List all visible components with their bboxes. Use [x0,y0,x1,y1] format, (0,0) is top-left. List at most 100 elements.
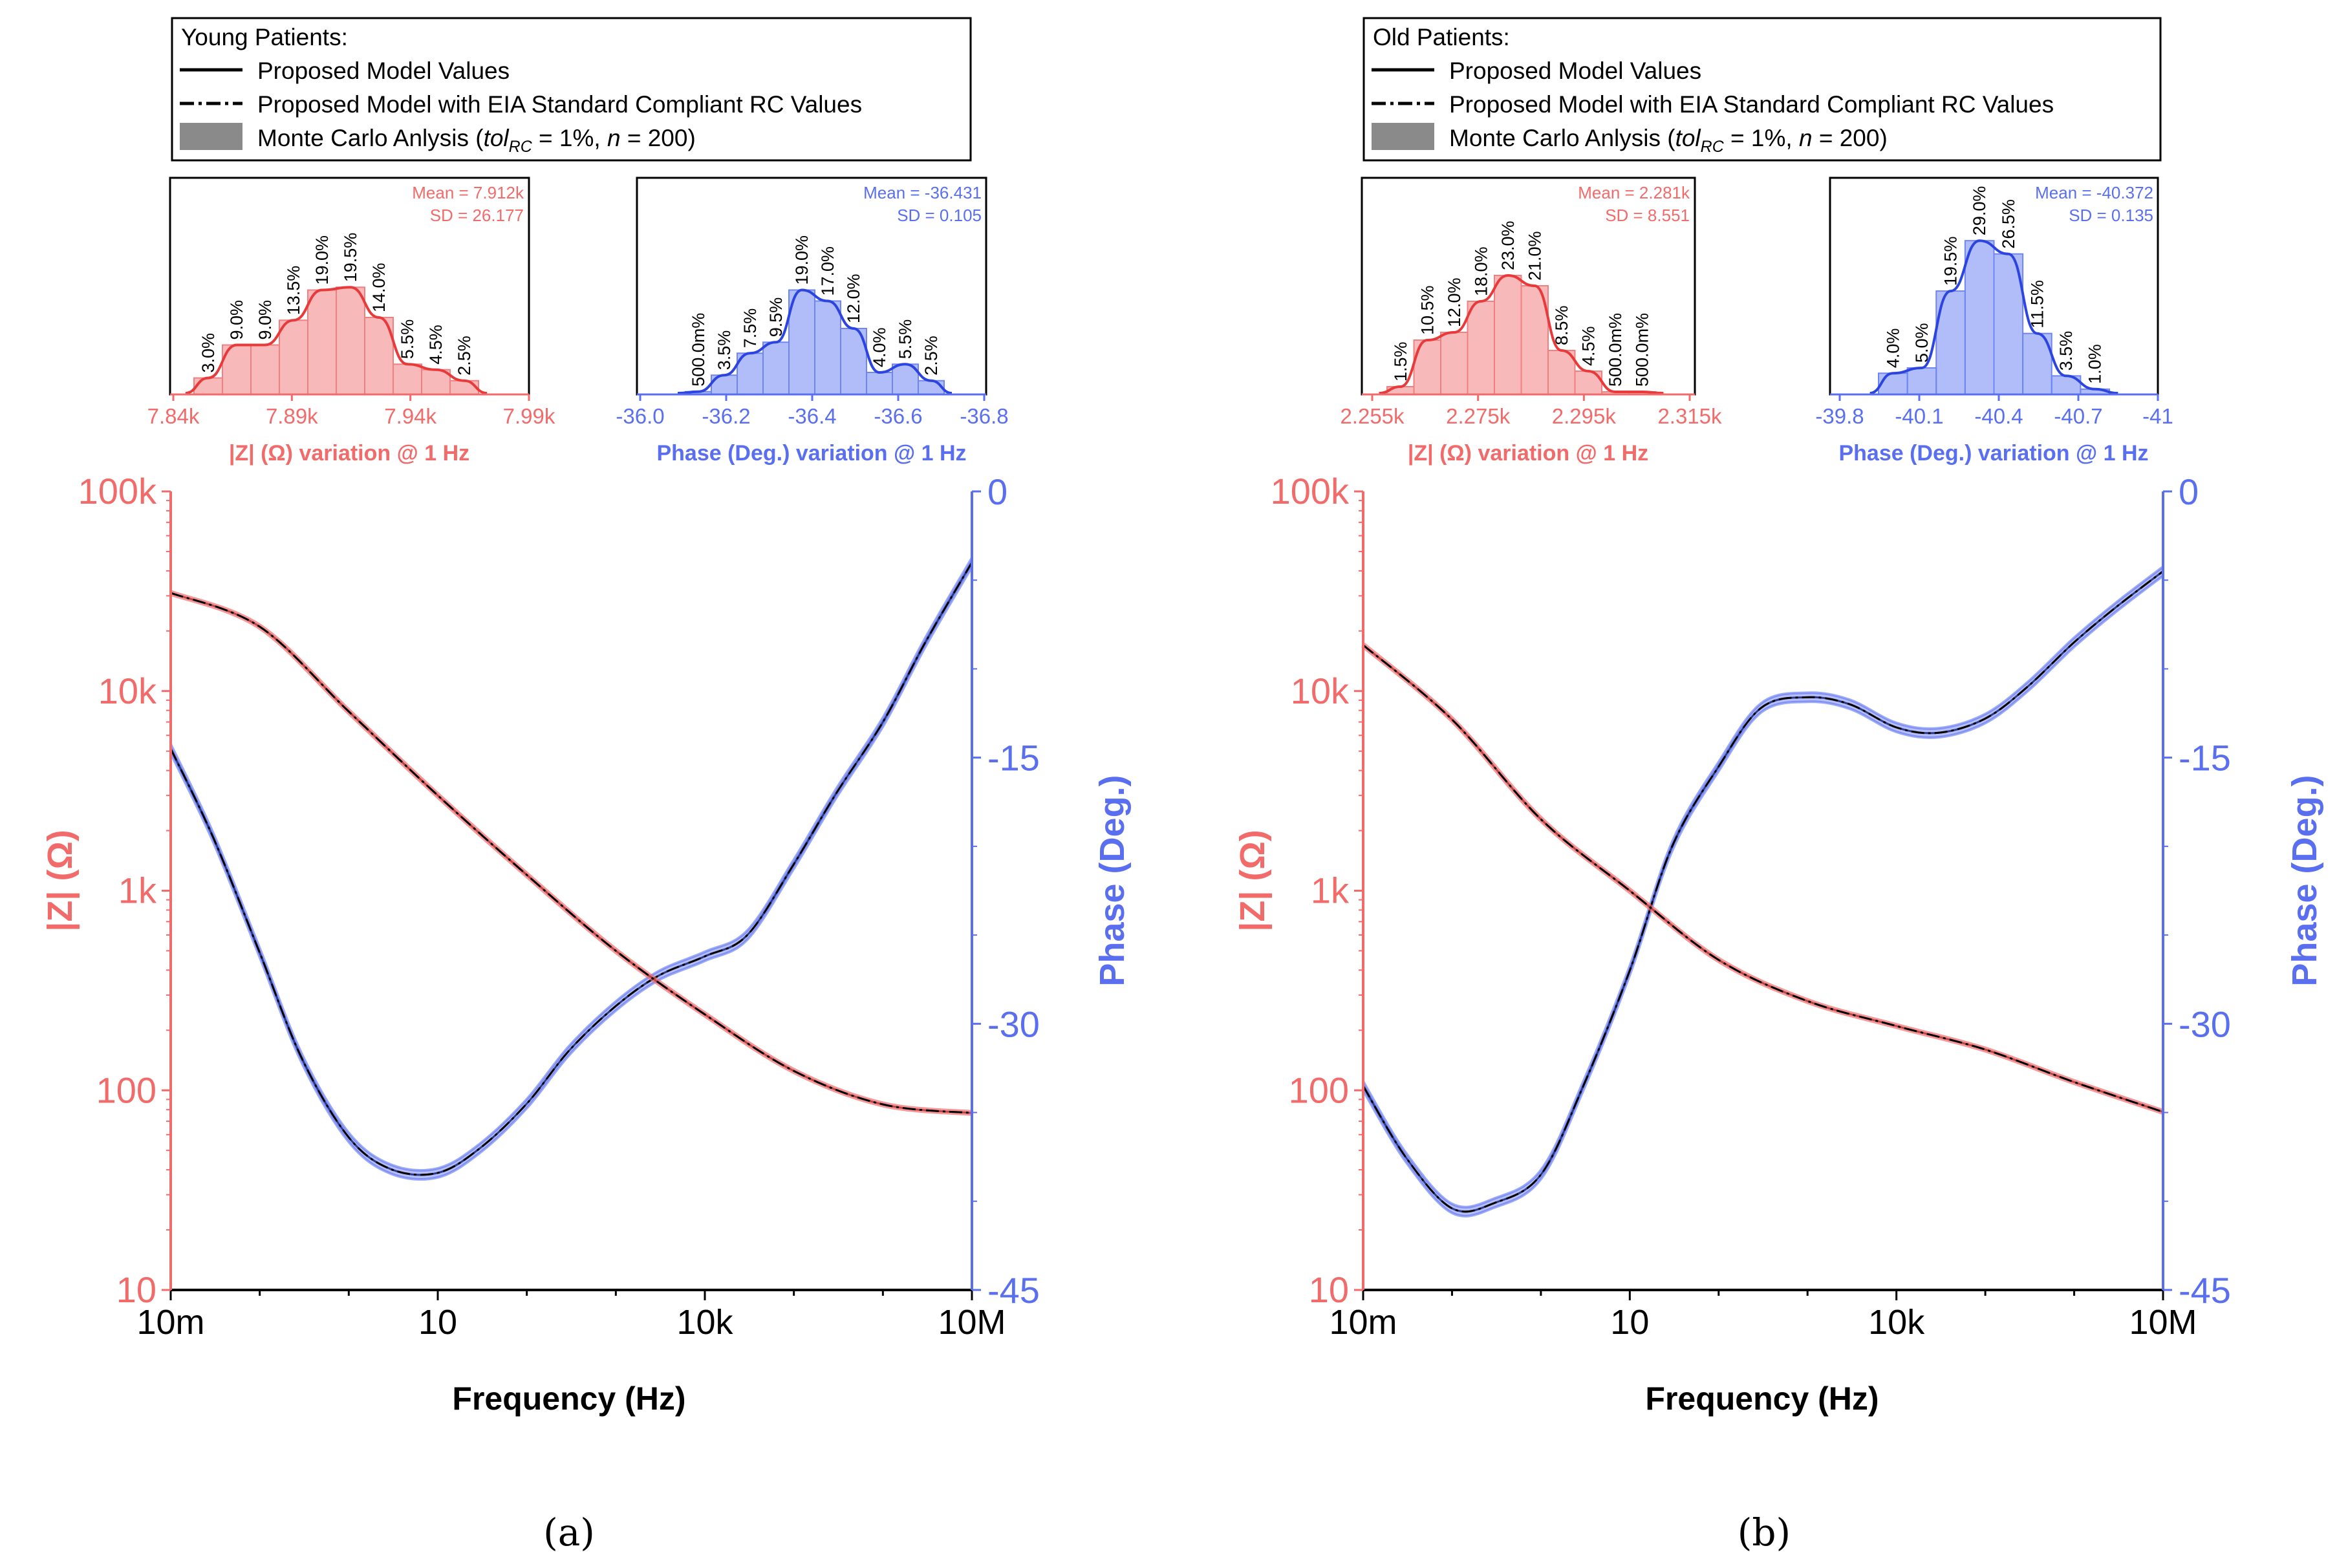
bar-label: 19.5% [1941,237,1961,286]
panel-b: Old Patients: Proposed Model Values Prop… [1233,17,2324,1554]
y-axis-label-left: |Z| (Ω) [1233,830,1273,931]
y-right-tick-label: -45 [987,1270,1040,1311]
bar-label: 2.5% [921,336,941,376]
hist-mean: Mean = 7.912k [412,183,524,202]
histogram-bar [307,289,337,395]
y-left-tick-label: 1k [118,870,157,911]
legend-mc-swatch [180,123,242,150]
y-right-tick-label: -45 [2179,1270,2231,1311]
histogram-bar [393,363,422,395]
bar-label: 29.0% [1970,186,1989,236]
histogram-bar [1878,372,1908,396]
panel-a: Young Patients: Proposed Model Values Pr… [41,17,1132,1554]
y-left-tick-label: 10k [1291,671,1350,711]
tick-label: -36.4 [788,404,836,428]
tick-label: 7.99k [503,404,555,428]
histogram-bar [1467,301,1495,395]
tick-label: -40.4 [1974,404,2023,428]
y-right-tick-label: -15 [987,738,1040,779]
bar-label: 2.5% [455,336,474,376]
y-left-tick-label: 10 [116,1269,156,1310]
kde-curve [185,286,488,394]
bar-label: 17.0% [818,246,837,296]
bar-label: 12.0% [1445,277,1464,327]
x-tick-label: 10m [1329,1303,1397,1342]
hist-xlabel: |Z| (Ω) variation @ 1 Hz [229,441,469,466]
y-right-tick-label: -30 [2179,1004,2231,1044]
tick-label: -36.6 [874,404,922,428]
bar-label: 1.5% [1391,341,1410,381]
bar-label: 500.0m% [689,313,708,387]
histogram-phase-old: Mean = -40.372 SD = 0.135 4.0% 5.0% 19.5% 2… [1815,177,2173,466]
bar-label: 19.0% [792,235,812,285]
hist-sd: SD = 26.177 [430,206,524,225]
histogram-bar [193,377,223,395]
legend-item-eia: Proposed Model with EIA Standard Complia… [1449,91,2054,118]
y-axis-label-right: Phase (Deg.) [1093,775,1132,986]
y-axis-label-left: |Z| (Ω) [41,830,80,931]
legend-title: Old Patients: [1373,24,1510,50]
histogram-bar [1964,240,1995,396]
kde-curve [1379,274,1664,394]
histogram-bar [814,300,841,395]
bar-label: 13.5% [284,266,303,316]
magnitude-eia-line [170,592,973,1114]
bar-label: 21.0% [1525,231,1544,281]
y-left-tick-label: 100 [1289,1069,1349,1110]
x-tick-label: 10k [676,1303,733,1342]
y-left-tick-label: 100 [96,1069,156,1110]
histogram-bar [918,380,945,395]
legend-item-proposed: Proposed Model Values [257,58,510,84]
bar-label: 18.0% [1471,246,1491,296]
histogram-bar [1440,332,1469,395]
legend-young: Young Patients: Proposed Model Values Pr… [171,17,972,162]
tick-label: -40.1 [1895,404,1943,428]
hist-sd: SD = 8.551 [1605,206,1690,225]
histogram-bar [449,380,479,395]
bar-label: 500.0m% [1606,313,1625,387]
x-tick-label: 10M [2129,1303,2197,1342]
bar-label: 11.5% [2027,280,2047,328]
bar-label: 8.5% [1552,305,1571,345]
bar-label: 1.0% [2085,344,2105,384]
tick-label: -36.8 [960,404,1008,428]
tick-label: 2.275k [1446,404,1511,428]
bar-label: 9.0% [227,300,246,340]
tick-label: -36.2 [702,404,750,428]
histogram-bar [336,286,365,395]
bar-label: 14.0% [369,263,389,312]
histogram-bar [1494,275,1522,395]
y-left-tick-label: 100k [1271,471,1350,511]
bar-label: 3.0% [199,333,218,373]
tick-label: -36.0 [616,404,664,428]
y-right-tick-label: 0 [987,471,1007,512]
hist-sd: SD = 0.135 [2069,206,2153,225]
histogram-bar [1993,253,2024,396]
tick-label: -41 [2142,404,2173,428]
bar-label: 7.5% [740,308,760,349]
histogram-bar [1547,350,1576,395]
x-tick-label: 10m [136,1303,204,1342]
histogram-bar [737,352,764,395]
histogram-bar [250,344,280,395]
bar-label: 4.5% [1578,326,1598,366]
histogram-phase-young: Mean = -36.431 SD = 0.105 500.0m% 3.5% 7.5… [616,177,1009,466]
histogram-bar [279,319,308,395]
y-left-tick-label: 10 [1309,1269,1349,1310]
tick-label: 7.84k [147,404,200,428]
kde-curve [677,288,953,394]
hist-mean: Mean = 2.281k [1578,183,1690,202]
phase-eia-line [169,562,973,1176]
y-right-tick-label: -15 [2179,738,2231,779]
tick-label: 2.295k [1552,404,1617,428]
bar-label: 9.0% [255,300,275,340]
y-left-tick-label: 100k [78,471,157,511]
x-tick-label: 10 [1610,1303,1649,1342]
caption-a: (a) [543,1510,595,1554]
legend-item-proposed: Proposed Model Values [1449,58,1701,84]
histogram-bar [762,341,790,395]
tick-label: 2.315k [1657,404,1722,428]
tick-label: -39.8 [1815,404,1864,428]
